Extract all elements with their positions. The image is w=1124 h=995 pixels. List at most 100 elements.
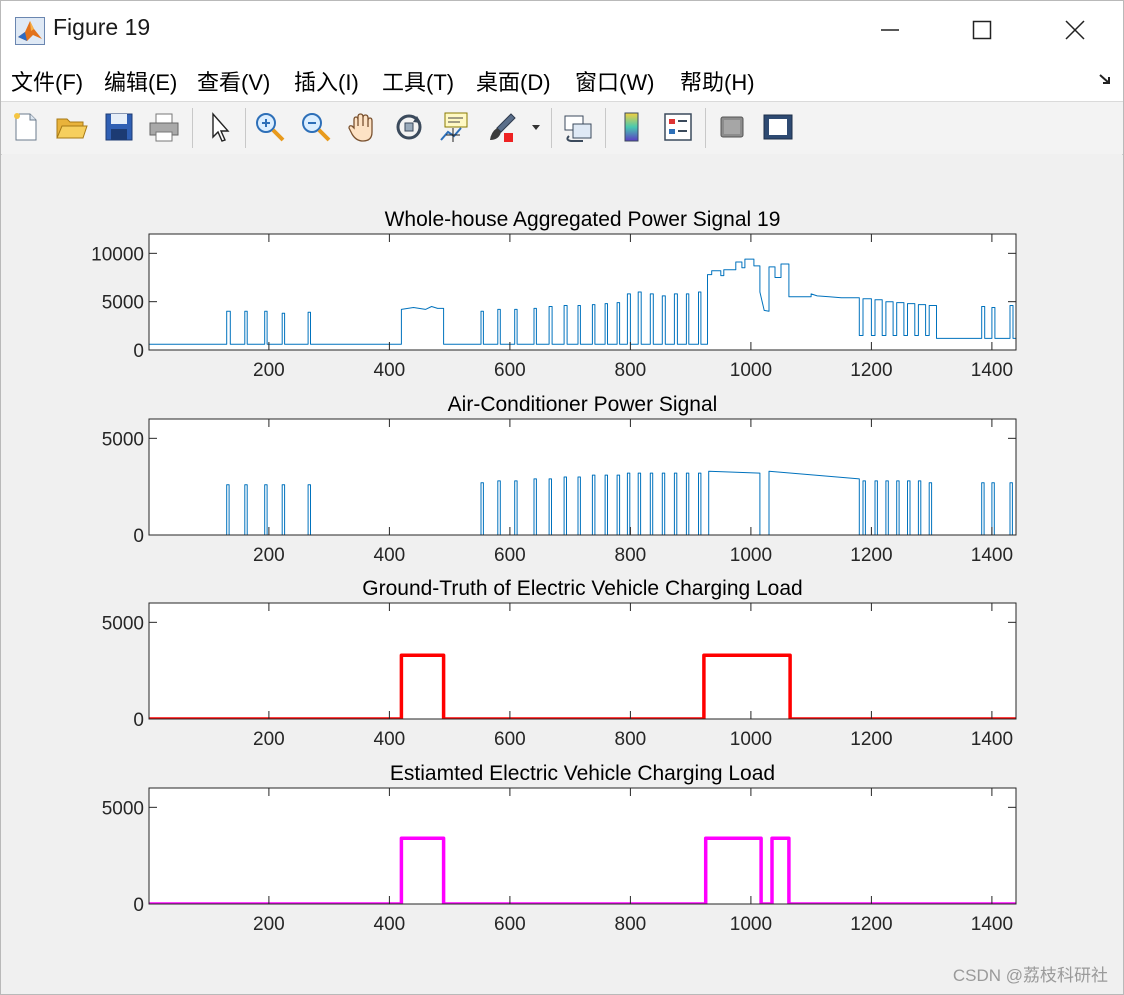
x-tick-label: 200 <box>253 545 285 566</box>
series-line <box>149 258 1016 345</box>
toolbar-separator <box>705 108 706 148</box>
x-tick-label: 600 <box>494 545 526 566</box>
toolbar-separator <box>551 108 552 148</box>
series-line <box>149 836 1016 904</box>
axes-background[interactable] <box>149 419 1016 535</box>
dock-figure-icon[interactable] <box>1097 71 1113 87</box>
x-tick-label: 1400 <box>971 914 1013 935</box>
rotate-3d-icon[interactable] <box>392 110 426 144</box>
menu-help[interactable]: 帮助(H) <box>680 70 755 95</box>
data-cursor-icon[interactable] <box>438 110 472 144</box>
subplot-title: Air-Conditioner Power Signal <box>448 393 718 416</box>
x-tick-label: 200 <box>253 914 285 935</box>
x-tick-label: 1400 <box>971 545 1013 566</box>
close-button[interactable] <box>1052 13 1098 47</box>
x-tick-label: 400 <box>374 360 406 381</box>
x-tick-label: 1200 <box>850 545 892 566</box>
subplots-area: 200 400 600 800 1000 1200 14000500010000Whole-… <box>91 208 1017 935</box>
series-line <box>149 653 1016 719</box>
subplot-title: Whole-house Aggregated Power Signal 19 <box>385 208 781 231</box>
subplot-3: 200 400 600 800 1000 1200 1400 0 5000 Ground-Trut… <box>102 577 1017 750</box>
maximize-button[interactable] <box>959 13 1005 47</box>
x-tick-label: 800 <box>615 360 647 381</box>
subplot-title: Estiamted Electric Vehicle Charging Load <box>390 762 775 785</box>
axes-box <box>148 787 1017 905</box>
menu-desktop[interactable]: 桌面(D) <box>476 70 551 95</box>
x-tick-label: 600 <box>494 360 526 381</box>
figure-toolbar <box>1 101 1123 155</box>
menu-edit[interactable]: 编辑(E) <box>104 70 178 95</box>
title-bar[interactable]: Figure 19 <box>1 1 1123 59</box>
y-tick-label: 5000 <box>102 429 144 450</box>
matlab-logo-icon <box>15 17 45 45</box>
pointer-icon[interactable] <box>203 110 237 144</box>
minimize-icon <box>881 29 899 31</box>
print-icon[interactable] <box>147 110 181 144</box>
toolbar-separator <box>605 108 606 148</box>
menu-window[interactable]: 窗口(W) <box>575 70 655 95</box>
link-plot-icon[interactable] <box>561 110 595 144</box>
y-tick-label: 5000 <box>102 293 144 314</box>
y-tick-label: 0 <box>133 526 144 547</box>
zoom-in-icon[interactable] <box>253 110 287 144</box>
maximize-icon <box>972 20 992 40</box>
x-tick-label: 600 <box>494 729 526 750</box>
x-tick-label: 200 <box>253 360 285 381</box>
subplot-title: Ground-Truth of Electric Vehicle Chargin… <box>362 577 802 600</box>
zoom-out-icon[interactable] <box>299 110 333 144</box>
menu-tools[interactable]: 工具(T) <box>382 70 455 95</box>
x-tick-label: 1400 <box>971 729 1013 750</box>
y-tick-label: 5000 <box>102 613 144 634</box>
new-file-icon[interactable] <box>9 110 43 144</box>
x-tick-label: 400 <box>374 729 406 750</box>
y-tick-label: 0 <box>133 895 144 916</box>
x-tick-label: 400 <box>374 545 406 566</box>
menu-view[interactable]: 查看(V) <box>197 70 271 95</box>
x-tick-label: 1000 <box>730 729 772 750</box>
window-title: Figure 19 <box>53 14 151 40</box>
menu-bar: 文件(F) 编辑(E) 查看(V) 插入(I) 工具(T) 桌面(D) 窗口(W… <box>1 59 1123 101</box>
x-tick-label: 800 <box>615 545 647 566</box>
axes-box <box>148 418 1017 536</box>
x-tick-label: 800 <box>615 914 647 935</box>
figure-canvas: 200 400 600 800 1000 1200 1400 0 5000 10000 Whole-… <box>2 154 1122 992</box>
close-icon <box>1065 20 1085 40</box>
subplot-1: 200 400 600 800 1000 1200 1400 0 5000 10000 Whole-… <box>91 208 1017 381</box>
save-icon[interactable] <box>102 110 136 144</box>
brush-dropdown-icon[interactable] <box>529 110 543 144</box>
show-plot-tools-icon[interactable] <box>761 110 795 144</box>
y-tick-label: 5000 <box>102 798 144 819</box>
series-line <box>149 470 1016 535</box>
subplot-4: 200 400 600 800 1000 1200 1400 0 5000 Estiamted E… <box>102 762 1017 935</box>
toolbar-separator <box>192 108 193 148</box>
pan-hand-icon[interactable] <box>345 110 379 144</box>
axes-background[interactable] <box>149 603 1016 719</box>
minimize-button[interactable] <box>867 13 913 47</box>
watermark: CSDN @荔枝科研社 <box>952 966 1108 985</box>
subplot-2: 200 400 600 800 1000 1200 1400 0 5000 Air-Conditi… <box>102 393 1017 566</box>
axes-background[interactable] <box>149 788 1016 904</box>
open-file-icon[interactable] <box>54 110 88 144</box>
axes-box <box>148 233 1017 351</box>
x-tick-label: 1200 <box>850 914 892 935</box>
x-tick-label: 1200 <box>850 360 892 381</box>
menu-insert[interactable]: 插入(I) <box>294 70 359 95</box>
menu-file[interactable]: 文件(F) <box>11 70 84 95</box>
colorbar-icon[interactable] <box>615 110 649 144</box>
x-tick-label: 1400 <box>971 360 1013 381</box>
y-tick-label: 0 <box>133 341 144 362</box>
x-tick-label: 400 <box>374 914 406 935</box>
x-tick-label: 1000 <box>730 360 772 381</box>
x-tick-label: 800 <box>615 729 647 750</box>
x-tick-label: 600 <box>494 914 526 935</box>
axes-box <box>148 602 1017 720</box>
hide-plot-tools-icon[interactable] <box>715 110 749 144</box>
legend-icon[interactable] <box>661 110 695 144</box>
x-tick-label: 1000 <box>730 545 772 566</box>
x-tick-label: 1000 <box>730 914 772 935</box>
brush-icon[interactable] <box>485 110 519 144</box>
toolbar-separator <box>245 108 246 148</box>
y-tick-label: 0 <box>133 710 144 731</box>
x-tick-label: 200 <box>253 729 285 750</box>
